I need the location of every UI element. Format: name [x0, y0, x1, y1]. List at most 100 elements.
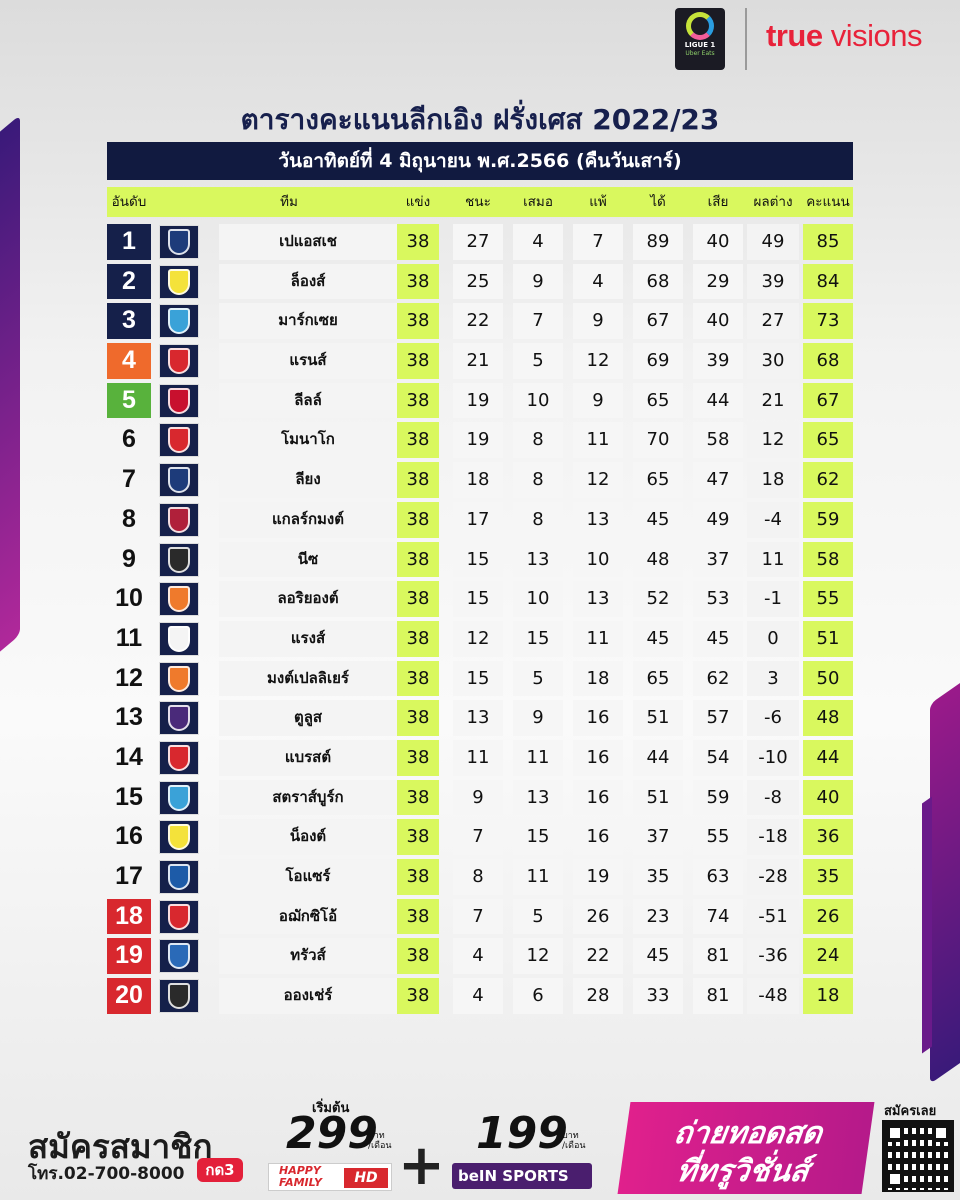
team-name: โมนาโก — [219, 422, 397, 459]
won-cell: 19 — [453, 382, 503, 419]
points-cell: 50 — [803, 660, 853, 697]
won-cell: 7 — [453, 898, 503, 935]
nice-crest-icon — [168, 546, 190, 573]
played-cell: 38 — [397, 898, 439, 935]
goal-diff-cell: 39 — [747, 263, 799, 300]
qr-finder-top-left — [886, 1124, 904, 1142]
position-cell: 7 — [122, 465, 136, 494]
played-cell: 38 — [397, 501, 439, 538]
goal-diff-cell: -51 — [747, 898, 799, 935]
table-row: 9 นีซ 38 15 13 10 48 37 11 58 — [107, 540, 853, 580]
goal-diff-cell: -1 — [747, 581, 799, 617]
played-cell: 38 — [397, 581, 439, 617]
played-cell: 38 — [397, 422, 439, 459]
team-name: แรนส์ — [219, 343, 397, 379]
ajaccio-crest-icon — [168, 903, 190, 930]
goal-diff-cell: -4 — [747, 501, 799, 538]
played-cell: 38 — [397, 224, 439, 260]
position-cell: 13 — [115, 703, 143, 732]
team-logo — [159, 780, 199, 815]
team-logo — [159, 621, 199, 656]
won-cell: 15 — [453, 541, 503, 578]
team-name: แกลร์กมงต์ — [219, 501, 397, 538]
points-cell: 51 — [803, 620, 853, 657]
table-row: 17 โอแซร์ 38 8 11 19 35 63 -28 35 — [107, 857, 853, 897]
goals-against-cell: 58 — [693, 422, 743, 459]
position-cell: 6 — [122, 425, 136, 454]
drawn-cell: 8 — [513, 501, 563, 538]
goals-against-cell: 62 — [693, 660, 743, 697]
played-cell: 38 — [397, 343, 439, 379]
standings-table: 1 เปแอสเช 38 27 4 7 89 40 49 85 2 ล็องส์ 38 25 9 4 68 29 3… — [107, 222, 853, 1016]
played-cell: 38 — [397, 739, 439, 776]
team-name: ลียง — [219, 462, 397, 498]
drawn-cell: 13 — [513, 541, 563, 578]
won-cell: 9 — [453, 779, 503, 816]
goals-for-cell: 89 — [633, 224, 683, 260]
drawn-cell: 10 — [513, 581, 563, 617]
drawn-cell: 6 — [513, 978, 563, 1014]
clermont-crest-icon — [168, 506, 190, 533]
montpellier-crest-icon — [168, 665, 190, 692]
price-199-unit: บาท/เดือน — [562, 1131, 586, 1151]
goals-for-cell: 45 — [633, 938, 683, 975]
goals-for-cell: 45 — [633, 620, 683, 657]
goal-diff-cell: 49 — [747, 224, 799, 260]
won-cell: 15 — [453, 660, 503, 697]
goals-for-cell: 33 — [633, 978, 683, 1014]
position-cell: 10 — [115, 584, 143, 613]
lost-cell: 13 — [573, 581, 623, 617]
team-logo — [159, 939, 199, 974]
lost-cell: 16 — [573, 779, 623, 816]
lens-crest-icon — [168, 268, 190, 295]
drawn-cell: 8 — [513, 422, 563, 459]
qr-code-icon[interactable] — [882, 1120, 954, 1192]
table-row: 6 โมนาโก 38 19 8 11 70 58 12 65 — [107, 420, 853, 460]
position-cell: 8 — [122, 504, 136, 533]
nantes-crest-icon — [168, 824, 190, 851]
team-logo — [159, 582, 199, 617]
goals-against-cell: 59 — [693, 779, 743, 816]
price-199-unit-baht: บาท — [562, 1131, 579, 1141]
lost-cell: 11 — [573, 620, 623, 657]
table-row: 20 อองเช่ร์ 38 4 6 28 33 81 -48 18 — [107, 976, 853, 1016]
goals-for-cell: 23 — [633, 898, 683, 935]
goals-against-cell: 47 — [693, 462, 743, 498]
lyon-crest-icon — [168, 467, 190, 494]
team-name: เปแอสเช — [219, 224, 397, 260]
team-name: ลอริยองต์ — [219, 581, 397, 617]
team-logo — [159, 264, 199, 299]
team-logo — [159, 701, 199, 736]
goals-for-cell: 52 — [633, 581, 683, 617]
lost-cell: 19 — [573, 859, 623, 895]
points-cell: 24 — [803, 938, 853, 975]
goals-against-cell: 45 — [693, 620, 743, 657]
truevisions-logo: true visions — [766, 18, 922, 54]
ligue1-logo-line1: LIGUE 1 — [684, 41, 716, 49]
goals-against-cell: 39 — [693, 343, 743, 379]
goals-for-cell: 48 — [633, 541, 683, 578]
points-cell: 26 — [803, 898, 853, 935]
family-text: FAMILY — [279, 1176, 322, 1189]
team-logo — [159, 423, 199, 458]
goals-against-cell: 63 — [693, 859, 743, 895]
subscribe-heading: สมัครสมาชิก — [28, 1127, 213, 1166]
happy-text: HAPPY — [279, 1164, 321, 1177]
auxerre-crest-icon — [168, 864, 190, 890]
team-name: มาร์กเซย — [219, 303, 397, 340]
goals-against-cell: 54 — [693, 739, 743, 776]
played-cell: 38 — [397, 263, 439, 300]
live-on-truevisions-banner: ถ่ายทอดสด ที่ทรูวิชั่นส์ — [617, 1102, 875, 1194]
goals-against-cell: 29 — [693, 263, 743, 300]
truevisions-logo-bold: true — [766, 18, 823, 53]
team-logo — [159, 820, 199, 855]
goals-for-cell: 68 — [633, 263, 683, 300]
goals-for-cell: 51 — [633, 700, 683, 736]
lost-cell: 11 — [573, 422, 623, 459]
table-row: 4 แรนส์ 38 21 5 12 69 39 30 68 — [107, 341, 853, 381]
played-cell: 38 — [397, 819, 439, 855]
table-row: 13 ตูลูส 38 13 9 16 51 57 -6 48 — [107, 698, 853, 738]
played-cell: 38 — [397, 462, 439, 498]
position-cell: 19 — [107, 938, 151, 975]
goal-diff-cell: -18 — [747, 819, 799, 855]
